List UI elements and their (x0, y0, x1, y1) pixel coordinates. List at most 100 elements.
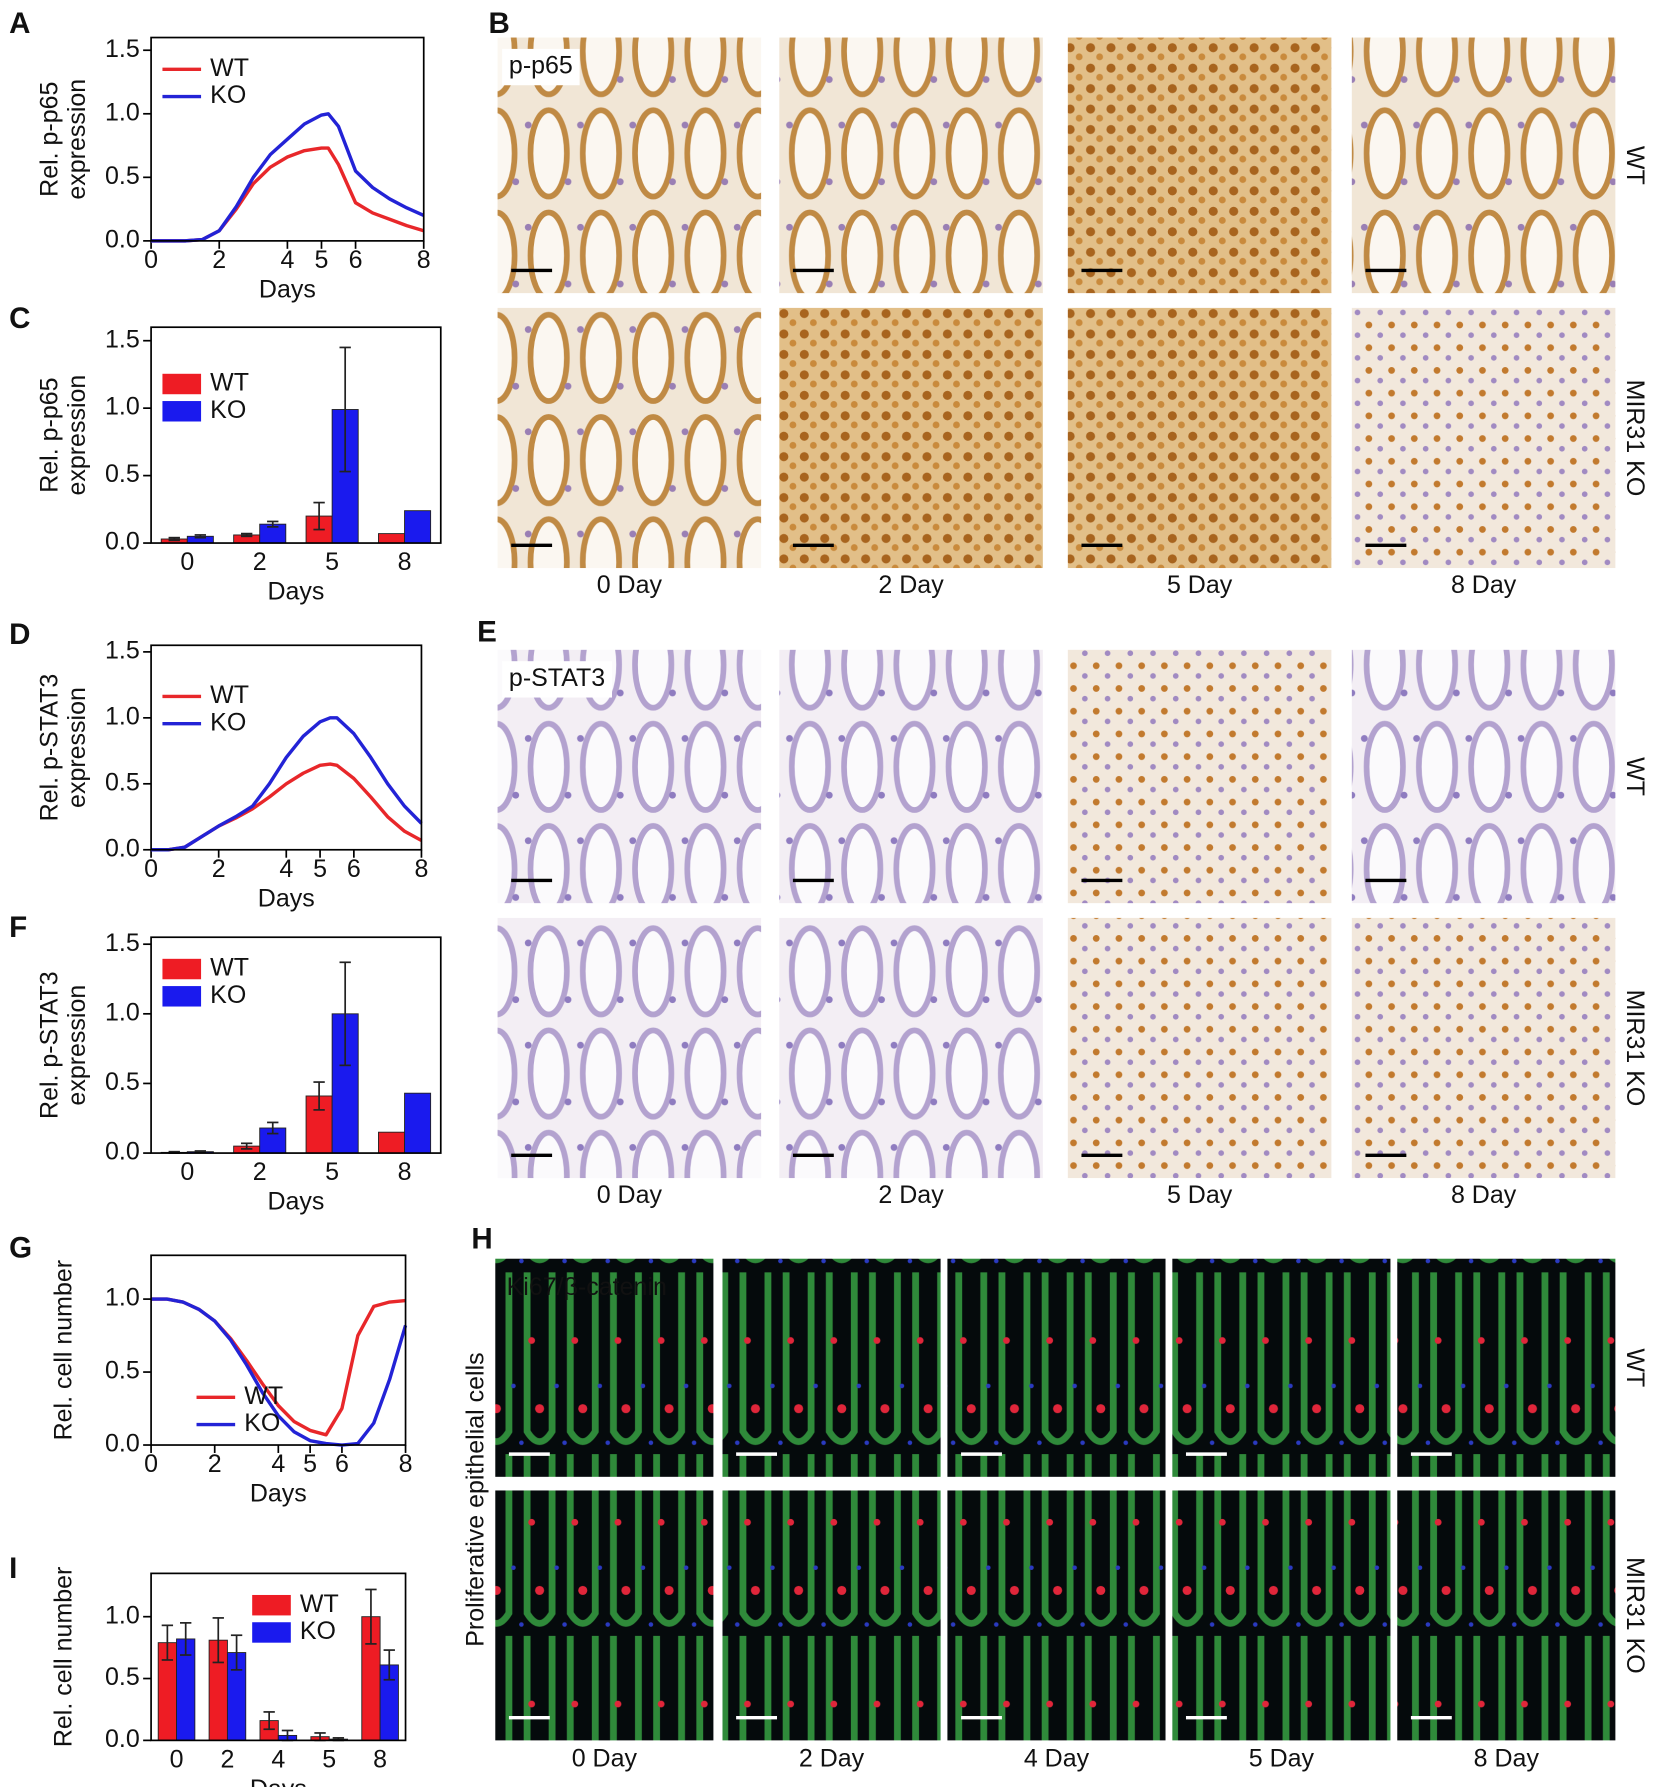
x-tick-label: 0 (144, 855, 158, 883)
micrograph (1351, 917, 1616, 1179)
row-label: MIR31 KO (1621, 380, 1649, 497)
legend-label: KO (210, 81, 246, 109)
y-tick-label: 1.0 (105, 1284, 140, 1312)
panel-letter: I (9, 1552, 17, 1585)
micrograph (495, 1258, 714, 1477)
plot-frame (150, 36, 425, 242)
legend-label: KO (300, 1617, 336, 1645)
column-label: 8 Day (1451, 1181, 1517, 1209)
data-line (151, 112, 425, 243)
y-tick-label: 1.5 (105, 325, 140, 353)
bar (378, 533, 406, 544)
micrograph (722, 1258, 941, 1477)
column-label: 5 Day (1249, 1744, 1315, 1772)
row-label: WT (1621, 757, 1649, 796)
chart: A Rel. p-p65 expression Days 0.0 0.5 1.0 1.5 0 2 4… (9, 7, 431, 304)
micrograph (1067, 307, 1332, 569)
chart: F Rel. p-STAT3 expression Days 0.0 0.5 1.0 1.5 0… (9, 911, 442, 1216)
column-label: 8 Day (1474, 1744, 1540, 1772)
error-bar (313, 1081, 325, 1111)
x-tick-label: 5 (322, 1745, 336, 1773)
y-tick-label: 0.5 (105, 162, 140, 190)
y-tick-label: 0.0 (105, 834, 140, 862)
micrograph (497, 307, 762, 569)
y-tick-label: 0.0 (105, 1138, 140, 1166)
panel-letter: C (9, 302, 30, 335)
y-axis-label: Rel. p-p65 (36, 377, 64, 492)
x-tick-label: 5 (325, 1158, 339, 1186)
legend-swatch (252, 1622, 291, 1643)
x-tick-label: 2 (208, 1450, 222, 1478)
legend-label: KO (210, 981, 246, 1009)
column-label: 5 Day (1167, 571, 1233, 599)
x-axis-label: Days (259, 275, 316, 303)
y-tick-label: 0.0 (105, 225, 140, 253)
panel-letter: E (477, 616, 497, 649)
x-tick-label: 5 (313, 855, 327, 883)
bar (404, 510, 432, 544)
y-tick-label: 0.5 (105, 1068, 140, 1096)
legend-swatch (162, 373, 202, 395)
x-tick-label: 2 (212, 855, 226, 883)
micrograph (1397, 1490, 1616, 1741)
x-tick-label: 0 (144, 246, 158, 274)
x-tick-label: 8 (398, 548, 412, 576)
column-label: 5 Day (1167, 1181, 1233, 1209)
data-line (151, 1297, 408, 1447)
x-tick-label: 0 (144, 1450, 158, 1478)
micrograph (1067, 37, 1332, 294)
x-tick-label: 0 (180, 548, 194, 576)
panel-letter: A (9, 7, 30, 40)
plot-frame (150, 936, 442, 1154)
column-label: 8 Day (1451, 571, 1517, 599)
column-label: 0 Day (597, 571, 663, 599)
y-tick-label: 0.5 (105, 768, 140, 796)
micrograph (495, 1490, 714, 1741)
row-label: MIR31 KO (1621, 1557, 1649, 1674)
side-label: Proliferative epithelial cells (462, 1352, 490, 1646)
micrograph (1172, 1490, 1391, 1741)
stain-label: p-STAT3 (509, 664, 605, 692)
x-axis-label: Days (250, 1480, 307, 1508)
column-label: 0 Day (597, 1181, 663, 1209)
micrograph (497, 917, 762, 1179)
legend-swatch (252, 1594, 291, 1616)
bar (404, 1092, 432, 1154)
error-bar (180, 1622, 192, 1656)
y-axis-label: expression (63, 985, 91, 1106)
x-tick-label: 8 (417, 246, 431, 274)
x-tick-label: 5 (303, 1450, 317, 1478)
error-bar (241, 532, 253, 538)
y-axis-label: expression (63, 375, 91, 496)
micrograph (1397, 1258, 1616, 1477)
x-tick-label: 6 (347, 855, 361, 883)
y-axis-label: expression (63, 687, 91, 808)
legend-label: WT (244, 1382, 283, 1410)
stain-label: /β-catenin (557, 1273, 667, 1301)
column-label: 4 Day (1024, 1744, 1090, 1772)
error-bar (313, 501, 325, 531)
row-label: MIR31 KO (1621, 990, 1649, 1107)
x-tick-label: 4 (279, 855, 293, 883)
legend-swatch (162, 401, 202, 422)
y-tick-label: 1.5 (105, 636, 140, 664)
y-tick-label: 0.5 (105, 1357, 140, 1385)
stain-label-box (502, 48, 580, 86)
image-panel: B WT MIR31 KO 0 Day 2 Day 5 Day 8 Day p-p65 (488, 7, 1648, 599)
y-tick-label: 0.0 (105, 1725, 140, 1753)
column-label: 0 Day (572, 1744, 638, 1772)
error-bar (267, 1121, 279, 1135)
error-bar (339, 346, 351, 473)
micrograph (1067, 917, 1332, 1179)
micrograph (779, 917, 1043, 1179)
error-bar (339, 961, 351, 1067)
plot-frame (150, 644, 423, 851)
column-label: 2 Day (799, 1744, 865, 1772)
y-tick-label: 1.5 (105, 35, 140, 63)
